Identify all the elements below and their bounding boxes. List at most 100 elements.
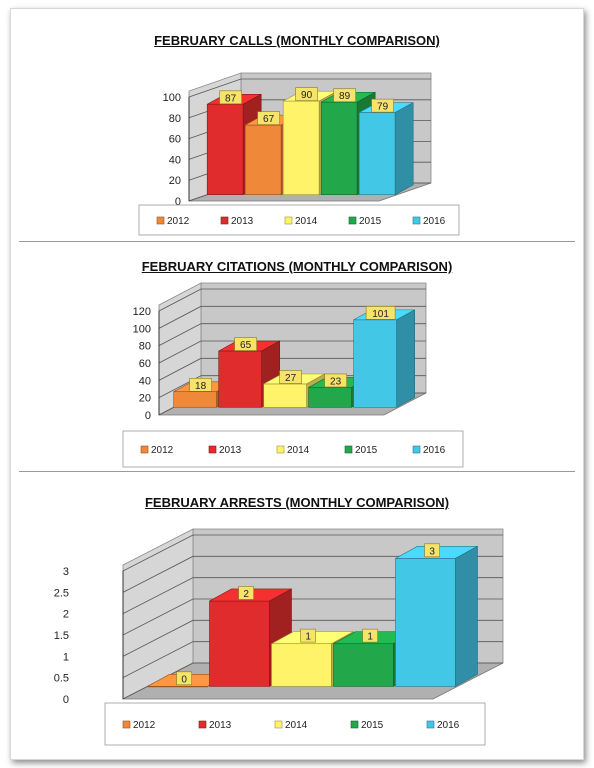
bar-front — [333, 643, 394, 687]
citations-chart-plot: 0 20 40 60 80 100 120 18 65 27 23 101 2012 2013 2014 20… — [122, 282, 464, 468]
data-label-box — [189, 378, 212, 392]
divider — [19, 471, 575, 472]
data-label: 101 — [372, 309, 389, 320]
bar-2013: 2 — [209, 586, 292, 687]
legend-swatch-2016 — [412, 445, 421, 454]
y-tick-label: 2.5 — [54, 587, 69, 599]
legend-label-2016: 2016 — [423, 216, 446, 227]
legend-swatch-2013 — [220, 216, 229, 225]
data-label-box — [234, 337, 257, 351]
data-label-box — [176, 671, 192, 686]
data-label-box — [324, 373, 347, 388]
bar-side — [455, 545, 478, 687]
gridline — [158, 340, 426, 364]
data-label-box — [219, 90, 242, 105]
y-tick-label: 3 — [63, 566, 69, 578]
data-label: 79 — [377, 102, 389, 113]
legend-swatch-2012 — [140, 445, 149, 454]
gridline — [122, 534, 503, 572]
y-tick-label: 1.5 — [54, 630, 69, 642]
data-label-box — [257, 111, 280, 125]
bar-front — [358, 112, 396, 196]
y-tick-label: 100 — [133, 323, 151, 335]
bar-2016: 101 — [353, 306, 416, 408]
data-label-box — [279, 370, 302, 384]
legend-label-2013: 2013 — [231, 216, 254, 227]
y-tick-label: 2 — [63, 609, 69, 621]
bar-front — [173, 391, 217, 408]
y-tick-label: 0 — [145, 410, 151, 422]
legend-swatch-2016 — [426, 720, 435, 729]
legend-label-2015: 2015 — [361, 720, 384, 731]
data-label: 3 — [429, 546, 435, 557]
legend-box — [122, 430, 464, 468]
y-tick-label: 60 — [139, 358, 151, 370]
chart-title: FEBRUARY ARRESTS (MONTHLY COMPARISON) — [144, 495, 450, 510]
y-tick-label: 100 — [163, 92, 181, 104]
data-label: 65 — [240, 340, 252, 351]
bar-front — [244, 124, 282, 195]
data-label-box — [365, 306, 396, 320]
y-tick-label: 40 — [139, 375, 151, 387]
legend-swatch-2012 — [122, 720, 131, 729]
legend-label-2012: 2012 — [151, 445, 174, 456]
chart-title: FEBRUARY CALLS (MONTHLY COMPARISON) — [154, 33, 440, 48]
y-tick-label: 1 — [63, 651, 69, 663]
legend-label-2015: 2015 — [359, 216, 382, 227]
bar-side — [396, 309, 416, 408]
bar-front — [320, 101, 358, 195]
legend-swatch-2014 — [274, 720, 283, 729]
legend-swatch-2014 — [284, 216, 293, 225]
legend-label-2012: 2012 — [167, 216, 190, 227]
bar-front — [209, 600, 270, 687]
bar-2014: 1 — [271, 628, 354, 687]
legend-label-2014: 2014 — [285, 720, 308, 731]
gridline — [158, 357, 426, 381]
data-label: 90 — [301, 90, 313, 101]
y-tick-label: 60 — [169, 134, 181, 146]
data-label-box — [424, 543, 440, 558]
bar-front — [263, 383, 307, 408]
data-label: 23 — [330, 376, 342, 387]
calls-chart-plot: 0 20 40 60 80 100 87 67 90 89 79 2012 2013 2014 2015 20… — [138, 72, 460, 236]
data-label: 87 — [225, 93, 237, 104]
y-tick-label: 80 — [139, 341, 151, 353]
data-label: 1 — [305, 632, 311, 643]
data-label: 0 — [181, 674, 187, 685]
bar-front — [271, 643, 332, 687]
bar-2016: 79 — [358, 98, 414, 196]
legend-swatch-2013 — [208, 445, 217, 454]
data-label-box — [238, 586, 254, 600]
data-label-box — [300, 628, 316, 643]
y-tick-label: 0 — [63, 694, 69, 706]
legend-swatch-2012 — [156, 216, 165, 225]
data-label: 1 — [367, 632, 373, 643]
report-page: FEBRUARY CALLS (MONTHLY COMPARISON) 0 20 4… — [10, 8, 584, 760]
data-label-box — [295, 87, 318, 102]
gridline — [158, 288, 426, 312]
bar-2013: 65 — [218, 337, 281, 408]
data-label: 27 — [285, 373, 297, 384]
divider — [19, 241, 575, 242]
y-tick-label: 20 — [139, 393, 151, 405]
y-tick-label: 80 — [169, 113, 181, 125]
legend-label-2012: 2012 — [133, 720, 156, 731]
data-label: 67 — [263, 114, 275, 125]
data-label: 89 — [339, 91, 351, 102]
gridline — [158, 323, 426, 347]
y-tick-label: 0 — [175, 196, 181, 208]
legend-swatch-2014 — [276, 445, 285, 454]
data-label: 18 — [195, 381, 207, 392]
gridline — [158, 375, 426, 399]
legend-box — [104, 702, 486, 746]
bar-front — [206, 103, 244, 196]
y-tick-label: 0.5 — [54, 673, 69, 685]
y-tick-label: 40 — [169, 154, 181, 166]
gridline — [158, 305, 426, 329]
data-label-box — [333, 88, 356, 103]
bar-front — [218, 350, 262, 408]
bar-front — [353, 319, 398, 408]
legend-label-2014: 2014 — [287, 445, 310, 456]
gridline — [188, 78, 431, 98]
legend-label-2013: 2013 — [209, 720, 232, 731]
